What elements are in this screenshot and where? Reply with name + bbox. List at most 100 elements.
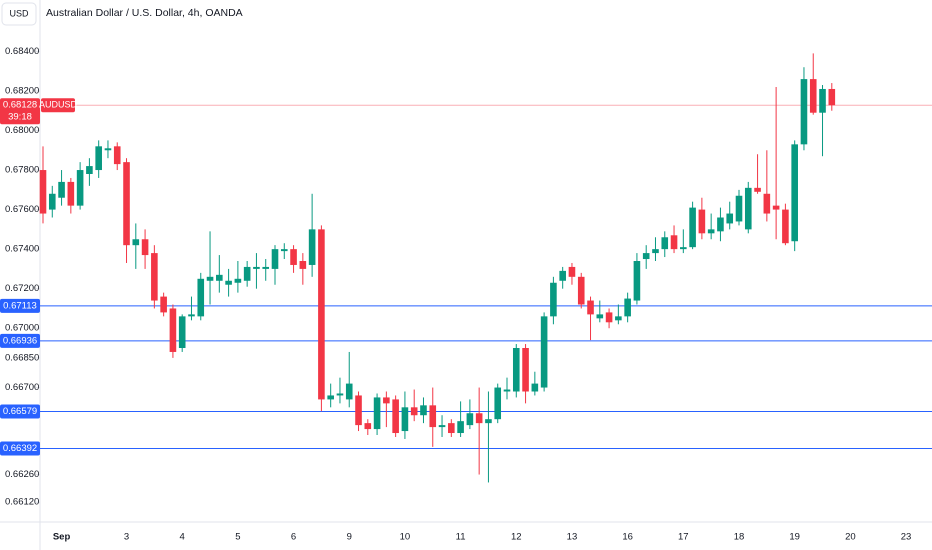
x-tick-label: 18 (734, 532, 745, 543)
candle-body (754, 187, 761, 192)
candle-body (48, 193, 56, 210)
candle-body (615, 316, 622, 321)
candle-body (772, 205, 780, 210)
candle-body (485, 419, 492, 424)
candle-body (345, 383, 353, 400)
candle-body (132, 239, 140, 246)
x-tick-label: 11 (456, 532, 466, 543)
candle-body (457, 421, 464, 434)
candle-body (197, 278, 205, 317)
last-price-box (0, 98, 40, 125)
candle-body (819, 88, 826, 113)
candle-body (596, 314, 604, 319)
candle-body (355, 395, 362, 426)
candle-body (373, 397, 381, 430)
candle-body (809, 79, 817, 113)
y-tick-label: 0.67200 (5, 283, 39, 294)
candle-body (605, 312, 613, 323)
candle-body (104, 148, 112, 151)
candle-body (290, 249, 297, 265)
candle-body (336, 393, 344, 396)
candle-body (67, 181, 75, 206)
candle-body (707, 229, 715, 234)
x-tick-label: 20 (845, 532, 856, 543)
y-tick-label: 0.67800 (5, 165, 39, 176)
currency[interactable]: USD (9, 8, 29, 18)
candle-body (782, 209, 789, 244)
candle-body (401, 407, 409, 432)
candle-body (800, 79, 808, 145)
candle-body (735, 195, 743, 222)
candle-body (744, 187, 752, 230)
candle-body (559, 270, 566, 281)
candle-body (299, 261, 307, 269)
candle-body (448, 423, 455, 434)
y-tick-label: 0.66850 (5, 352, 39, 363)
candle-body (670, 235, 678, 250)
candle-body (364, 423, 372, 430)
candle-body (225, 280, 232, 285)
y-tick-label: 0.68200 (5, 85, 39, 96)
candle-body (141, 239, 149, 256)
candle-body (494, 387, 502, 420)
candle-body (280, 249, 288, 252)
candle-body (123, 162, 130, 246)
candle-body (680, 247, 687, 250)
y-tick-label: 0.66260 (5, 469, 39, 480)
candle-body (188, 314, 195, 317)
candle-body (512, 348, 520, 392)
chart-title: Australian Dollar / U.S. Dollar, 4h, OAN… (46, 7, 243, 19)
y-tick-label: 0.68000 (5, 125, 39, 136)
candle-body (169, 308, 177, 352)
candle-body (39, 170, 47, 214)
candle-body (308, 229, 316, 265)
x-tick-label: 4 (180, 532, 185, 543)
candle-body (253, 266, 260, 269)
y-tick-label: 0.66700 (5, 382, 39, 393)
level-label-box (0, 441, 40, 456)
candle-body (206, 276, 214, 281)
candle-body (429, 405, 437, 428)
candle-body (587, 300, 594, 315)
countdown: 39:18 (8, 112, 32, 123)
y-tick-label: 0.68400 (5, 46, 39, 57)
level-label: 0.67113 (3, 300, 37, 311)
level-label-box (0, 298, 40, 313)
candle-body (327, 395, 334, 400)
candle-body (624, 298, 631, 317)
symbol-label: AUDUSD (39, 100, 78, 110)
x-tick-label: 13 (567, 532, 578, 543)
candle-body (271, 249, 279, 269)
candle-body (178, 316, 186, 348)
x-tick-label: 16 (622, 532, 633, 543)
candle-body (151, 253, 158, 301)
candle-body (503, 389, 511, 392)
symbol-tag (41, 98, 75, 113)
level-label: 0.66392 (3, 443, 37, 454)
currency-box[interactable] (1, 2, 37, 26)
x-tick-label: 6 (291, 532, 296, 543)
x-tick-label: 17 (678, 532, 689, 543)
candle-body (392, 399, 399, 434)
candle-body (717, 217, 724, 232)
x-tick-label: 9 (347, 532, 352, 543)
candle-body (550, 282, 557, 317)
candle-body (540, 316, 548, 388)
level-label-box (0, 404, 40, 419)
x-tick-label: 23 (901, 532, 912, 543)
last-price-label: 0.68128 (3, 100, 37, 111)
candle-body (689, 207, 696, 248)
candle-body (243, 266, 251, 281)
candle-body (318, 229, 325, 400)
x-tick-label: Sep (53, 532, 71, 543)
x-tick-label: 12 (511, 532, 522, 543)
x-tick-label: 3 (124, 532, 129, 543)
candle-body (216, 274, 223, 281)
candle-body (76, 170, 84, 206)
candle-body (466, 413, 474, 426)
candle-body (577, 276, 585, 305)
candle-body (652, 249, 659, 254)
candle-body (763, 193, 771, 214)
